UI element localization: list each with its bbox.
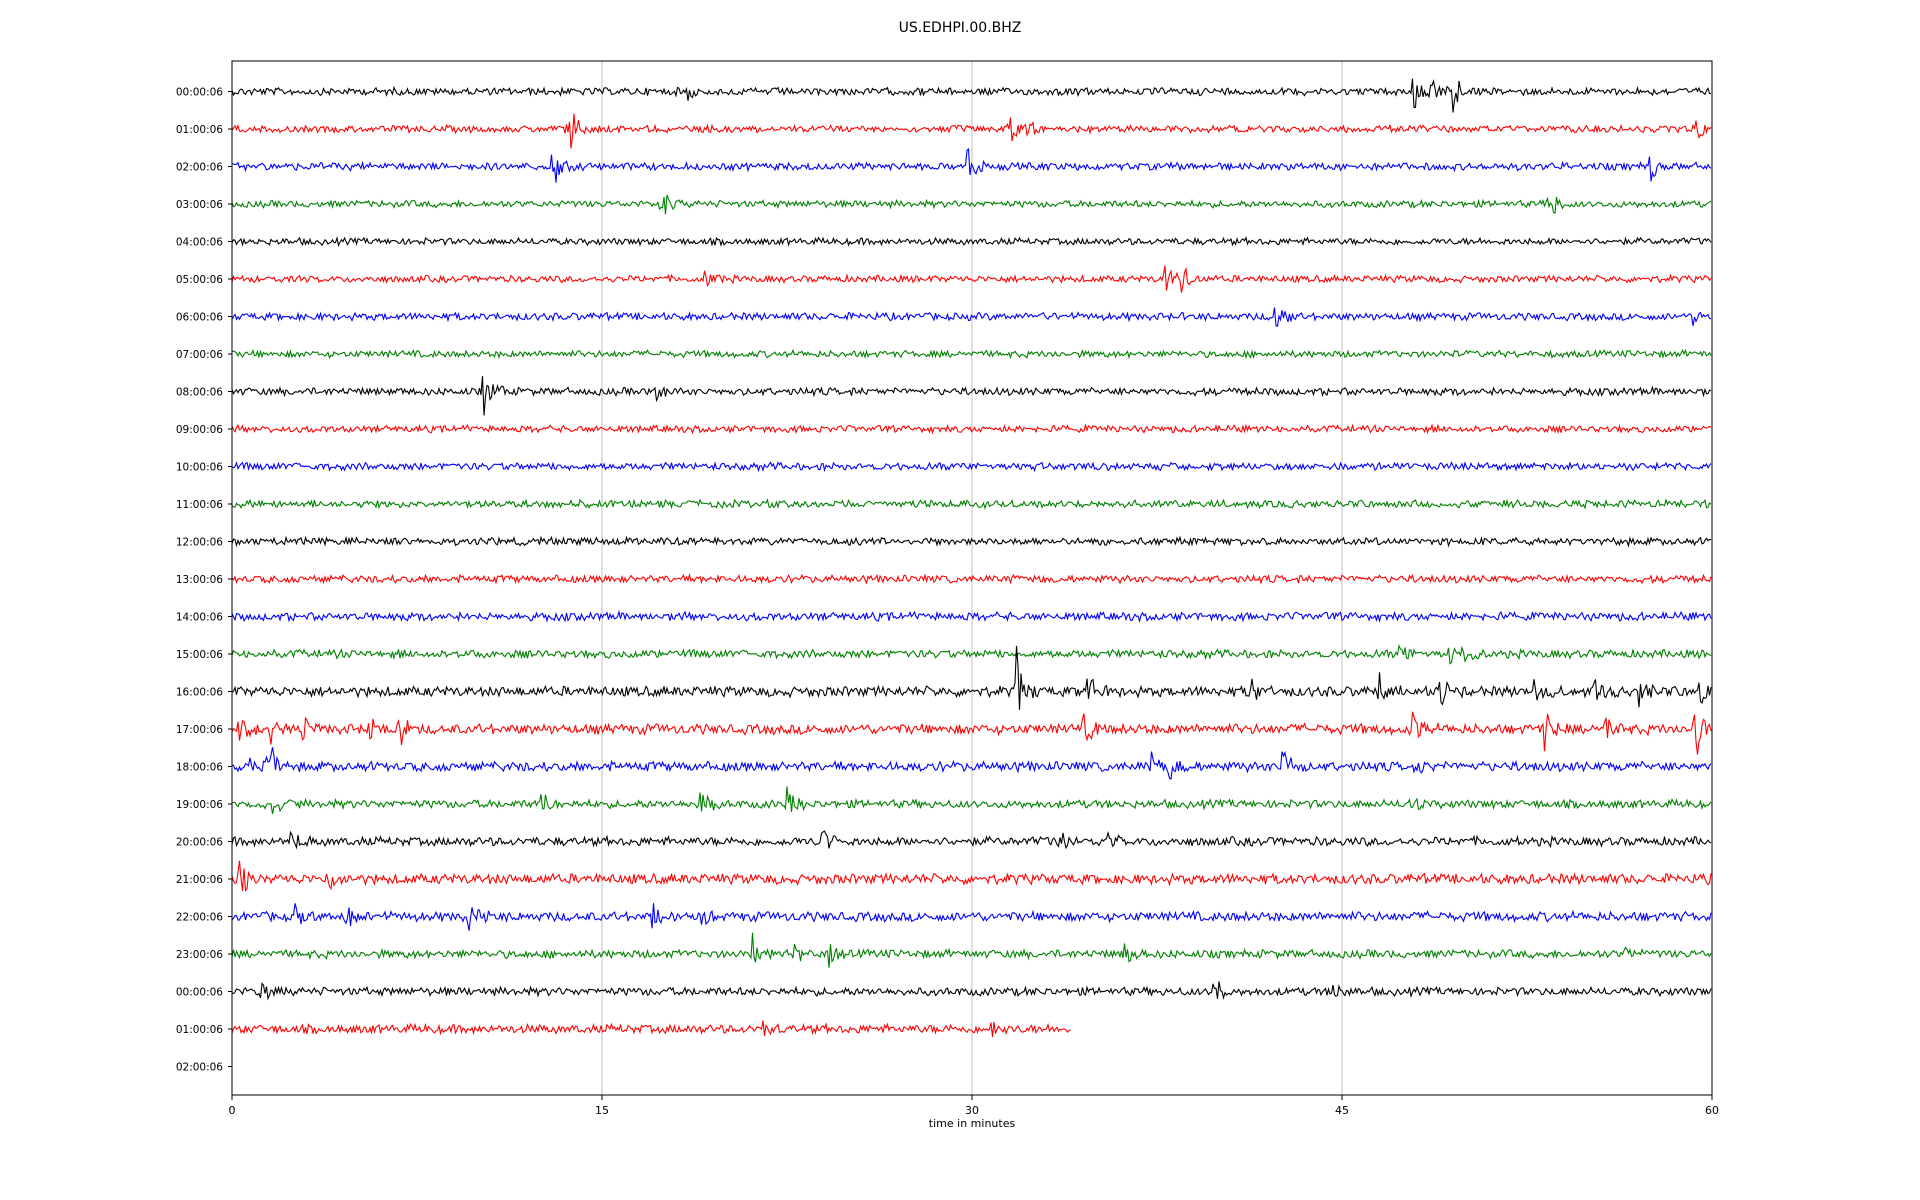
trace-row-0	[231, 78, 1712, 113]
row-label: 14:00:06	[176, 612, 223, 624]
trace-row-18	[231, 747, 1712, 780]
trace-row-14	[231, 609, 1712, 623]
x-axis-ticks: 0 15 30 45 60	[229, 1095, 1719, 1117]
trace-row-25	[231, 1020, 1071, 1038]
x-tick-label: 0	[229, 1104, 236, 1117]
trace-row-9	[231, 423, 1712, 435]
chart-title: US.EDHPI.00.BHZ	[898, 20, 1022, 36]
row-label: 06:00:06	[176, 312, 223, 324]
trace-row-5	[231, 265, 1712, 293]
trace-row-10	[231, 461, 1712, 473]
row-label: 12:00:06	[176, 537, 223, 549]
row-label: 23:00:06	[176, 949, 223, 961]
trace-row-15	[231, 644, 1712, 665]
trace-row-20	[231, 830, 1712, 850]
trace-row-4	[231, 235, 1712, 248]
row-label: 02:00:06	[176, 162, 223, 174]
row-label: 21:00:06	[176, 874, 223, 886]
x-tick-label: 60	[1705, 1104, 1719, 1117]
trace-row-8	[231, 376, 1712, 416]
trace-row-11	[231, 498, 1712, 510]
row-label: 22:00:06	[176, 912, 223, 924]
row-label: 09:00:06	[176, 424, 223, 436]
row-label: 00:00:06	[176, 87, 223, 99]
trace-row-7	[231, 348, 1712, 360]
trace-lines	[231, 78, 1712, 1038]
row-label: 01:00:06	[176, 1024, 223, 1036]
row-labels: 00:00:06 01:00:06 02:00:06 03:00:06 04:00:06…	[176, 87, 232, 1074]
trace-row-23	[231, 932, 1712, 968]
trace-row-22	[231, 903, 1712, 931]
row-label: 08:00:06	[176, 387, 223, 399]
trace-row-2	[231, 148, 1712, 183]
x-axis-label: time in minutes	[929, 1117, 1016, 1130]
x-tick-label: 15	[595, 1104, 609, 1117]
row-label: 00:00:06	[176, 987, 223, 999]
row-label: 13:00:06	[176, 574, 223, 586]
trace-row-13	[231, 573, 1712, 585]
row-label: 02:00:06	[176, 1062, 223, 1074]
x-tick-label: 45	[1335, 1104, 1349, 1117]
x-tick-label: 30	[965, 1104, 979, 1117]
row-label: 11:00:06	[176, 499, 223, 511]
row-label: 04:00:06	[176, 237, 223, 249]
trace-row-3	[231, 194, 1712, 215]
row-label: 20:00:06	[176, 837, 223, 849]
row-label: 15:00:06	[176, 649, 223, 661]
trace-row-16	[231, 645, 1712, 710]
row-label: 17:00:06	[176, 724, 223, 736]
trace-row-24	[231, 981, 1712, 1001]
row-label: 10:00:06	[176, 462, 223, 474]
row-label: 19:00:06	[176, 799, 223, 811]
row-label: 03:00:06	[176, 199, 223, 211]
trace-row-17	[231, 711, 1712, 755]
row-label: 01:00:06	[176, 124, 223, 136]
trace-row-12	[231, 535, 1712, 548]
trace-row-21	[231, 860, 1712, 893]
row-label: 07:00:06	[176, 349, 223, 361]
row-label: 05:00:06	[176, 274, 223, 286]
row-label: 16:00:06	[176, 687, 223, 699]
trace-row-1	[231, 113, 1712, 149]
trace-row-6	[231, 307, 1712, 327]
trace-row-19	[231, 786, 1712, 815]
row-label: 18:00:06	[176, 762, 223, 774]
